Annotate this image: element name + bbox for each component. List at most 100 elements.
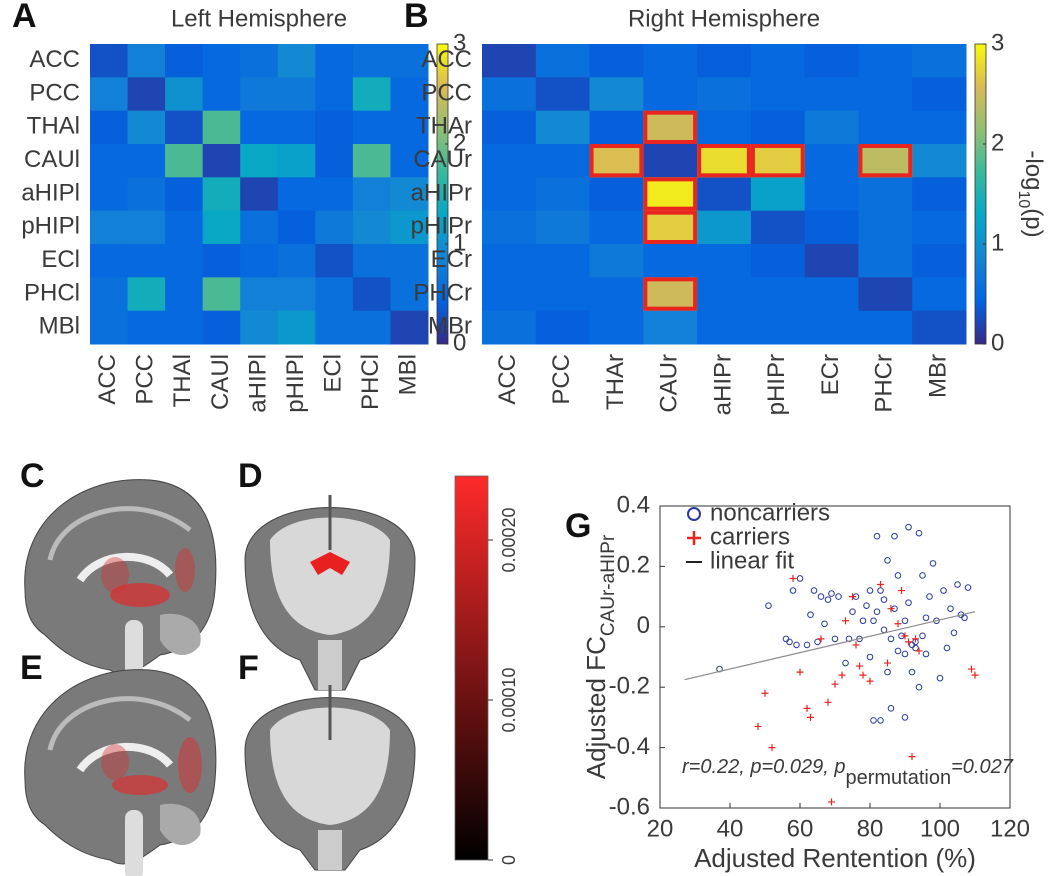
heatmap-cell — [240, 277, 279, 312]
heatmap-cell — [804, 277, 859, 312]
heatmap-cell — [315, 44, 354, 78]
heatmap-cell — [127, 77, 166, 112]
heatmap-cell — [390, 44, 429, 78]
point — [894, 647, 902, 655]
heatmap-cell — [589, 77, 644, 112]
heatmap-cell — [482, 44, 537, 78]
heatmap-cell — [697, 144, 752, 178]
heatmap-cell — [165, 144, 204, 178]
heatmap-cell — [202, 144, 241, 178]
point — [849, 593, 856, 601]
heatmap-cell — [643, 244, 698, 278]
heatmap-cell — [804, 210, 859, 245]
heatmap-cell — [643, 310, 698, 345]
heatmap-cell — [277, 44, 316, 78]
panel-label: E — [20, 649, 43, 687]
point — [814, 638, 821, 646]
column-label: MBr — [924, 354, 951, 398]
colorbar-tick-label: 1 — [453, 229, 466, 256]
heatmap-cell — [90, 210, 129, 245]
heatmap-cell — [240, 110, 279, 145]
heatmap-cell — [912, 77, 967, 112]
panel-label: C — [20, 457, 45, 495]
column-label: CAUr — [656, 354, 683, 413]
point — [894, 620, 902, 628]
row-label: PHCl — [24, 279, 80, 306]
point — [831, 635, 839, 643]
heatmap-cell — [352, 77, 391, 112]
heatmap-cell — [482, 210, 537, 245]
row-label: CAUr — [413, 146, 472, 173]
column-label: ACC — [494, 354, 521, 405]
heatmap-cell — [858, 144, 913, 178]
x-tick-label: 100 — [920, 815, 960, 842]
column-label: MBl — [395, 354, 422, 395]
point — [880, 596, 888, 603]
point — [793, 641, 800, 649]
heatmap-cell — [390, 277, 429, 312]
heatmap-cell — [240, 77, 279, 112]
heatmap-cell — [643, 177, 698, 212]
point — [866, 653, 874, 661]
heatmap-cell — [535, 77, 591, 112]
column-label: THAl — [169, 354, 196, 407]
heatmap-cell — [535, 210, 591, 245]
row-label: PHCr — [413, 279, 472, 306]
point — [828, 798, 835, 806]
legend-label: linear fit — [710, 547, 794, 574]
heatmap-cell — [912, 310, 967, 345]
column-label: aHIPl — [244, 354, 271, 413]
column-label: pHIPr — [763, 354, 790, 415]
colorbar-tick-label: 0 — [453, 329, 466, 356]
point — [754, 722, 762, 730]
heatmap-cell — [697, 77, 752, 112]
column-label: ECr — [817, 354, 844, 395]
y-tick-label: 0.2 — [617, 552, 650, 579]
heatmap-cell — [277, 77, 316, 112]
heatmap-cell — [804, 244, 859, 278]
heatmap-cell — [535, 110, 591, 145]
heatmap-cell — [482, 277, 537, 312]
heatmap-cell — [352, 110, 391, 145]
heatmap-cell — [750, 110, 806, 145]
point — [856, 662, 863, 670]
point — [901, 632, 909, 640]
row-label: MBl — [39, 313, 80, 340]
heatmap-cell — [912, 277, 967, 312]
heatmap-cell — [240, 177, 279, 212]
point — [950, 629, 958, 637]
column-label: PCC — [132, 354, 159, 405]
heatmap-cell — [535, 244, 591, 278]
brain-sagittal — [24, 669, 217, 876]
heatmap-cell — [750, 277, 806, 312]
column-label: PHCr — [871, 354, 898, 413]
heatmap-cell — [643, 44, 698, 78]
y-axis-label-part: Adjusted FC — [581, 636, 611, 779]
highlight-box — [643, 210, 698, 245]
row-label: THAr — [416, 113, 472, 140]
point — [884, 659, 891, 667]
heatmap-cell — [165, 177, 204, 212]
point — [873, 608, 881, 616]
colorbar-tick-label: 0.00010 — [499, 667, 519, 732]
heatmap-cell — [643, 110, 698, 145]
heatmap-cell — [750, 310, 806, 345]
point — [884, 557, 891, 564]
heatmap-cell — [90, 244, 129, 278]
highlight-box — [697, 144, 751, 178]
heatmap-cell — [535, 277, 591, 312]
point — [866, 587, 874, 594]
point — [859, 671, 867, 679]
point — [912, 644, 919, 652]
legend-label: noncarriers — [710, 499, 830, 526]
row-label: ACC — [29, 46, 80, 73]
heatmap-cell — [697, 110, 752, 145]
heatmap-cell — [912, 177, 967, 212]
annotation: r=0.22, p=0.029, ppermutation=0.027 — [682, 756, 1014, 789]
heatmap-cell — [315, 144, 354, 178]
heatmap-cell — [858, 110, 913, 145]
panel-label: A — [12, 0, 37, 35]
heatmap-cell — [127, 44, 166, 78]
colorbar-tick-label: 2 — [991, 129, 1004, 156]
fit-line — [684, 611, 976, 681]
